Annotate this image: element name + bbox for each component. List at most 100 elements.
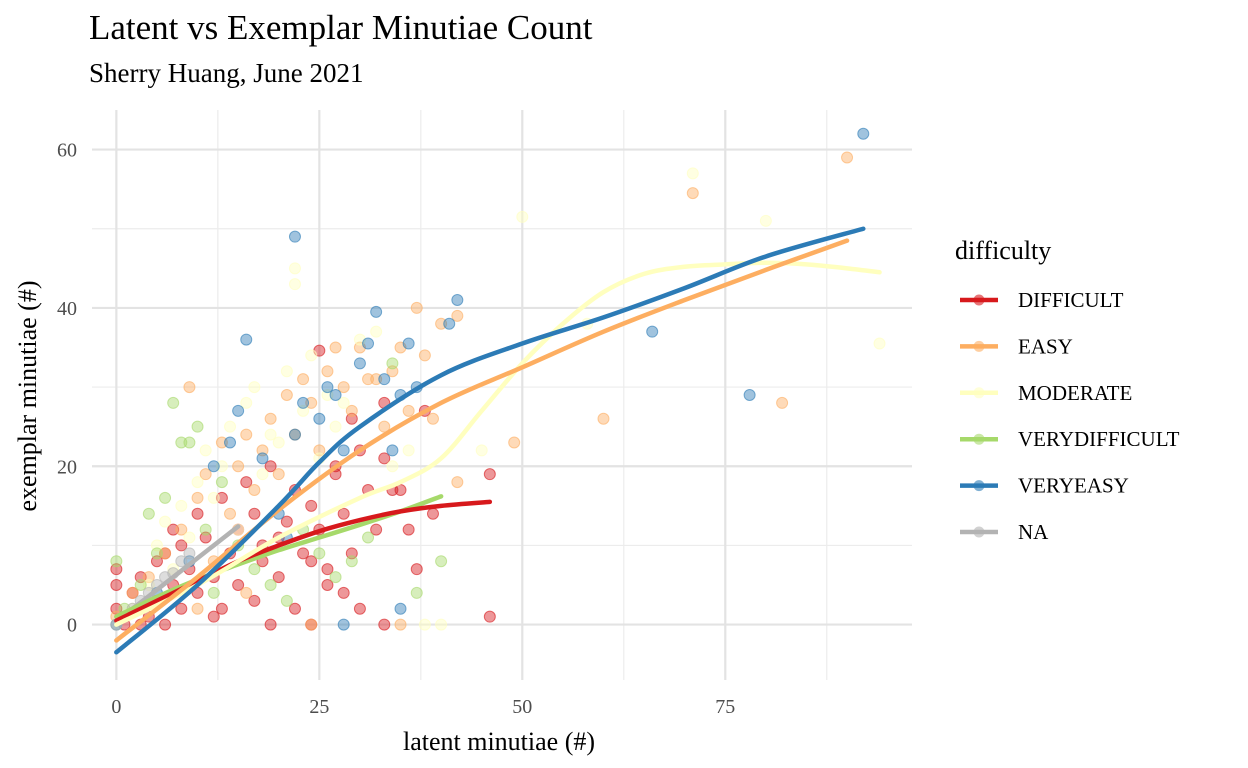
point-difficult <box>378 452 391 465</box>
point-easy <box>329 341 342 354</box>
point-easy <box>394 618 407 631</box>
legend-item-veryeasy: VERYEASY <box>960 474 1129 498</box>
point-easy <box>597 412 610 425</box>
point-easy <box>686 187 699 200</box>
point-moderate <box>759 214 772 227</box>
point-easy <box>451 309 464 322</box>
legend-item-moderate: MODERATE <box>960 381 1132 405</box>
point-moderate <box>402 444 415 457</box>
point-moderate <box>435 618 448 631</box>
legend-swatch-point <box>973 526 985 538</box>
point-veryeasy <box>378 373 391 386</box>
trend-line-veryeasy <box>114 226 866 655</box>
point-easy <box>362 373 375 386</box>
point-veryeasy <box>337 444 350 457</box>
point-verydifficult <box>150 547 163 560</box>
y-tick-label: 20 <box>57 456 77 478</box>
trend-line-easy <box>114 238 850 643</box>
x-axis-title: latent minutiae (#) <box>403 727 595 756</box>
point-easy <box>297 373 310 386</box>
point-easy <box>272 468 285 481</box>
point-easy <box>508 436 521 449</box>
point-moderate <box>207 491 220 504</box>
point-easy <box>248 484 261 496</box>
point-difficult <box>483 468 496 481</box>
point-verydifficult <box>191 420 204 433</box>
point-verydifficult <box>280 594 293 607</box>
point-moderate <box>256 468 269 481</box>
point-moderate <box>175 499 188 512</box>
point-easy <box>159 547 172 560</box>
point-moderate <box>386 460 399 473</box>
legend-label: VERYEASY <box>1018 474 1129 498</box>
point-moderate <box>264 428 277 441</box>
point-difficult <box>264 618 277 631</box>
point-easy <box>435 317 448 330</box>
point-verydifficult <box>199 523 212 536</box>
point-difficult <box>402 523 415 536</box>
point-moderate <box>686 167 699 180</box>
axis-ticks: 0 25 50 75 0 20 40 60 <box>57 140 735 718</box>
point-veryeasy <box>224 436 237 449</box>
point-moderate <box>305 349 318 362</box>
legend-swatch-point <box>973 387 985 399</box>
point-moderate <box>873 337 886 350</box>
point-moderate <box>215 460 228 473</box>
point-veryeasy <box>288 230 301 243</box>
point-difficult <box>288 602 301 615</box>
point-easy <box>240 586 253 599</box>
point-verydifficult <box>134 579 147 591</box>
point-moderate <box>288 262 301 275</box>
point-veryeasy <box>321 381 334 394</box>
point-moderate <box>329 420 342 433</box>
legend-swatch-point <box>973 480 985 492</box>
point-verydifficult <box>329 571 342 584</box>
point-verydifficult <box>313 547 326 560</box>
x-tick-label: 25 <box>309 696 329 718</box>
point-veryeasy <box>329 389 342 401</box>
point-difficult <box>159 618 172 631</box>
point-easy <box>305 396 318 409</box>
point-easy <box>370 373 383 386</box>
point-veryeasy <box>240 333 253 346</box>
point-easy <box>224 507 237 520</box>
point-difficult <box>110 579 123 591</box>
point-moderate <box>337 396 350 409</box>
point-easy <box>232 460 245 473</box>
legend-label: DIFFICULT <box>1018 288 1124 312</box>
point-veryeasy <box>256 452 269 465</box>
legend-item-easy: EASY <box>960 334 1073 358</box>
point-verydifficult <box>248 563 261 576</box>
point-moderate <box>159 515 172 528</box>
legend-item-difficult: DIFFICULT <box>960 288 1124 312</box>
point-easy <box>215 436 228 449</box>
point-verydifficult <box>264 579 277 591</box>
legend-title: difficulty <box>955 236 1051 265</box>
point-verydifficult <box>175 436 188 449</box>
point-verydifficult <box>435 555 448 568</box>
point-moderate <box>418 618 431 631</box>
point-difficult <box>215 602 228 615</box>
point-verydifficult <box>207 586 220 599</box>
point-easy <box>418 349 431 362</box>
point-veryeasy <box>353 357 366 370</box>
point-veryeasy <box>370 305 383 318</box>
point-moderate <box>224 420 237 433</box>
y-axis-title: exemplar minutiae (#) <box>13 280 42 511</box>
legend-swatch-point <box>973 294 985 306</box>
point-veryeasy <box>646 325 659 338</box>
point-veryeasy <box>402 337 415 350</box>
point-easy <box>199 468 212 481</box>
point-difficult <box>297 547 310 560</box>
point-easy <box>410 301 423 314</box>
y-tick-label: 0 <box>67 615 77 637</box>
point-difficult <box>191 507 204 520</box>
point-difficult <box>305 555 318 568</box>
point-difficult <box>378 618 391 631</box>
point-easy <box>240 428 253 441</box>
point-difficult <box>305 499 318 512</box>
point-na <box>175 555 188 568</box>
point-difficult <box>272 571 285 584</box>
legend-item-verydifficult: VERYDIFFICULT <box>960 427 1180 451</box>
legend-swatch-point <box>973 433 985 445</box>
